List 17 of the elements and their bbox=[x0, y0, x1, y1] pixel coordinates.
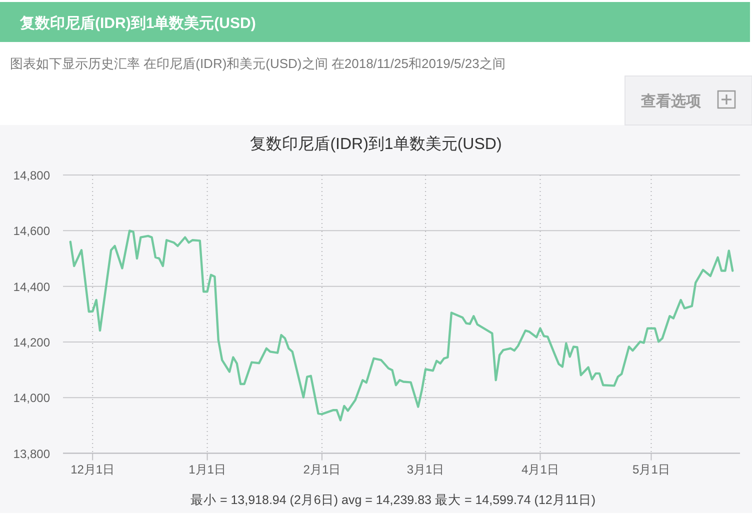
y-tick-label: 14,400 bbox=[13, 280, 50, 294]
x-tick-label: 4月1日 bbox=[522, 462, 559, 476]
y-tick-label: 14,800 bbox=[13, 168, 50, 182]
x-tick-label: 3月1日 bbox=[406, 462, 444, 476]
text: 最小 = 13,918.94 (2月6日) avg = 14,239.83 最大 = 14,599.74 (12月11日) bbox=[190, 493, 596, 507]
chart-title: 复数印尼盾(IDR)到1单数美元(USD) bbox=[250, 135, 502, 153]
text: 复数印尼盾(IDR)到1单数美元(USD) bbox=[19, 14, 256, 32]
text: 查看选项 bbox=[640, 93, 702, 110]
x-tick-label: 1月1日 bbox=[188, 462, 226, 476]
x-tick-label: 12月1日 bbox=[70, 462, 115, 476]
y-tick-label: 14,200 bbox=[13, 335, 50, 350]
y-tick-label: 13,800 bbox=[13, 446, 50, 461]
y-tick-label: 14,600 bbox=[13, 224, 50, 238]
chart-subtitle: 图表如下显示历史汇率 在印尼盾(IDR)和美元(USD)之间 在2018/11/25和2019/5/23之间 bbox=[10, 56, 506, 71]
x-tick-label: 5月1日 bbox=[632, 462, 670, 476]
x-tick-label: 2月1日 bbox=[303, 462, 341, 476]
y-tick-label: 14,000 bbox=[13, 391, 50, 406]
